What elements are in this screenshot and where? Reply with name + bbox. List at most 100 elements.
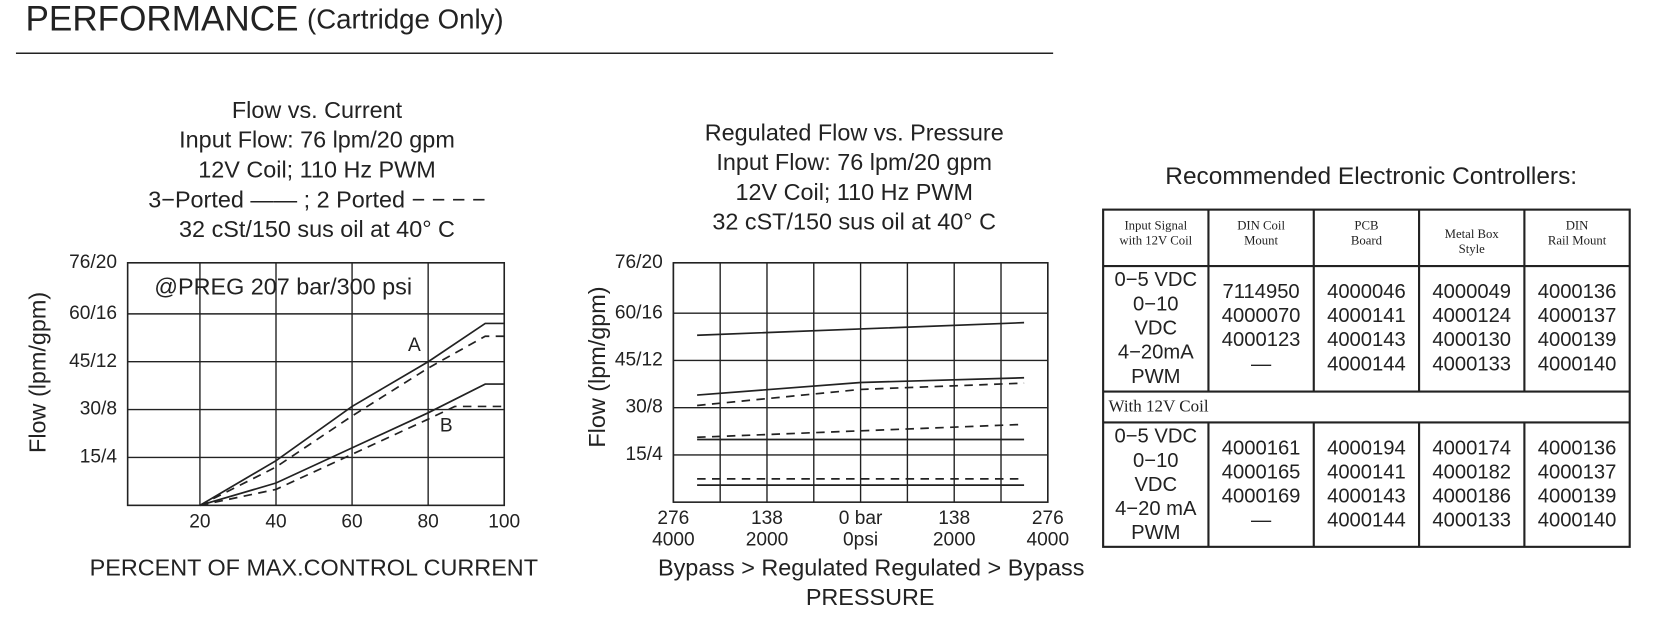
table-header: Rail Mount — [1548, 233, 1607, 247]
y-tick-label: 15/4 — [625, 444, 663, 465]
series-label: B — [440, 416, 453, 437]
y-tick-label: 30/8 — [80, 399, 117, 420]
table-cell: PWM — [1131, 522, 1180, 544]
table-cell: 4000182 — [1432, 461, 1511, 483]
x-tick-label: 138 — [751, 508, 783, 529]
chart-title: 12V Coil; 110 Hz PWM — [198, 157, 435, 183]
table-header: Style — [1459, 242, 1486, 256]
y-tick-label: 60/16 — [615, 302, 663, 323]
table-title: Recommended Electronic Controllers: — [1165, 163, 1577, 190]
table-cell: 4000133 — [1432, 353, 1511, 375]
x-tick-label: 20 — [189, 511, 210, 532]
table-header: PCB — [1354, 219, 1378, 233]
series-line — [697, 423, 1025, 439]
table-cell: 0−10 — [1133, 293, 1179, 315]
table-cell: 4000186 — [1432, 486, 1511, 508]
x-tick-label: 100 — [488, 511, 520, 532]
y-tick-label: 45/12 — [615, 350, 663, 371]
x2-tick-label: 4000 — [652, 530, 695, 551]
table-cell: 4000046 — [1327, 281, 1406, 303]
table-cell: 4000133 — [1432, 510, 1511, 532]
table-cell: 4000141 — [1327, 305, 1406, 327]
table-cell: 4000165 — [1222, 461, 1301, 483]
table-cell: 4000136 — [1538, 281, 1617, 303]
x-axis-label: Regulated > Bypass — [874, 554, 1084, 580]
x-tick-label: 138 — [938, 508, 970, 529]
x-axis-label: Bypass > Regulated — [658, 554, 868, 580]
table-cell: 4000143 — [1327, 329, 1406, 351]
y-axis-label: Flow (lpm/gpm) — [25, 292, 51, 453]
table-cell: 4−20 mA — [1115, 498, 1197, 520]
series-label: A — [408, 335, 421, 356]
table-cell: 4000174 — [1432, 437, 1511, 459]
table-header: Input Signal — [1124, 219, 1187, 233]
table-cell: 4000140 — [1538, 353, 1617, 375]
table-cell: 0−5 VDC — [1115, 269, 1198, 291]
y-tick-label: 30/8 — [625, 397, 662, 418]
table-cell: 4000169 — [1222, 486, 1301, 508]
series-line — [199, 405, 505, 507]
y-tick-label: 76/20 — [615, 252, 663, 273]
y-tick-label: 76/20 — [69, 252, 117, 273]
series-line — [199, 383, 505, 507]
table-cell: 4000194 — [1327, 437, 1406, 459]
table-header: DIN Coil — [1237, 219, 1285, 233]
x2-tick-label: 2000 — [746, 530, 789, 551]
table-header: Metal Box — [1445, 227, 1500, 241]
table-cell: 4000137 — [1538, 461, 1617, 483]
chart-title: Input Flow: 76 lpm/20 gpm — [179, 127, 455, 153]
chart-title: Flow vs. Current — [232, 97, 403, 123]
x-tick-label: 276 — [1032, 508, 1064, 529]
table-cell: — — [1251, 353, 1272, 375]
chart-title: 3−Ported —— ; 2 Ported − − − − — [148, 186, 485, 212]
table-cell: 4000141 — [1327, 461, 1406, 483]
table-cell: 4−20mA — [1118, 342, 1194, 364]
table-cell: 4000144 — [1327, 353, 1406, 375]
series-line — [199, 322, 505, 507]
table-cell: VDC — [1134, 318, 1177, 340]
page-title: PERFORMANCE (Cartridge Only) — [26, 0, 504, 39]
y-tick-label: 15/4 — [80, 447, 118, 468]
x2-tick-label: 0psi — [843, 530, 878, 551]
table-cell: 4000136 — [1538, 437, 1617, 459]
x-axis-label: PERCENT OF MAX.CONTROL CURRENT — [90, 554, 538, 580]
y-axis-label: Flow (lpm/gpm) — [584, 286, 610, 447]
table-cell: 7114950 — [1223, 281, 1300, 303]
table-divider: With 12V Coil — [1108, 396, 1208, 415]
table-cell: 4000161 — [1222, 437, 1301, 459]
table-frame — [1102, 208, 1631, 548]
table-cell: — — [1251, 510, 1272, 532]
x-tick-label: 0 bar — [839, 508, 883, 529]
x-tick-label: 80 — [418, 511, 439, 532]
table-header: with 12V Coil — [1119, 233, 1192, 247]
y-tick-label: 60/16 — [69, 303, 117, 324]
chart-title: 32 cST/150 sus oil at 40° C — [712, 209, 996, 235]
x-tick-label: 276 — [657, 508, 689, 529]
x-axis-label: PRESSURE — [806, 584, 935, 610]
table-cell: 4000124 — [1432, 305, 1511, 327]
series-line — [697, 376, 1025, 396]
table-cell: 0−10 — [1133, 450, 1179, 472]
chart-title: 12V Coil; 110 Hz PWM — [735, 179, 972, 205]
table-cell: 4000140 — [1538, 510, 1617, 532]
table-header: Board — [1351, 233, 1383, 247]
table-header: Mount — [1244, 233, 1278, 247]
table-cell: 4000123 — [1222, 329, 1301, 351]
series-line — [199, 335, 505, 507]
table-cell: PWM — [1131, 366, 1180, 388]
subtitle: (Cartridge Only) — [307, 4, 504, 35]
table-cell: 4000137 — [1538, 305, 1617, 327]
table-cell: 4000070 — [1222, 305, 1301, 327]
series-line — [697, 321, 1025, 337]
table-cell: 4000144 — [1327, 510, 1406, 532]
x-tick-label: 60 — [341, 511, 362, 532]
table-cell: 4000139 — [1538, 329, 1617, 351]
table-cell: 4000049 — [1432, 281, 1511, 303]
table-cell: 4000139 — [1538, 486, 1617, 508]
chart-title: Regulated Flow vs. Pressure — [705, 119, 1004, 145]
x2-tick-label: 2000 — [933, 530, 976, 551]
chart-title: Input Flow: 76 lpm/20 gpm — [716, 149, 992, 175]
table-header: DIN — [1566, 219, 1589, 233]
